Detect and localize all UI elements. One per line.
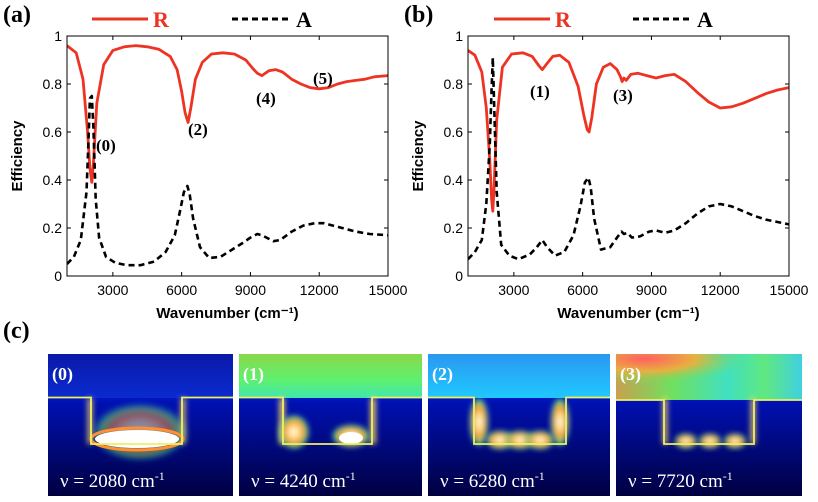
y-tick-label: 0.8 xyxy=(43,76,63,92)
field-map-frequency: ν = 2080 cm-1 xyxy=(60,469,165,492)
x-tick-label: 15000 xyxy=(770,282,809,298)
legend-a-label: A xyxy=(697,7,713,32)
panel-b-label: (b) xyxy=(404,2,433,28)
x-tick-label: 3000 xyxy=(498,282,529,298)
field-map-2: (2) ν = 6280 cm-1 xyxy=(428,354,610,496)
y-tick-label: 1 xyxy=(455,28,463,44)
chart-a: 3000 6000 9000 12000 15000 0 0.2 0.4 0.6 0.8 1 Wave… xyxy=(9,28,408,322)
field-map-frequency: ν = 7720 cm-1 xyxy=(628,469,733,492)
x-tick-label: 15000 xyxy=(369,282,408,298)
annotation-2: (2) xyxy=(188,120,208,139)
legend-a-panel: R A xyxy=(92,7,312,32)
y-tick-label: 1 xyxy=(54,28,62,44)
field-map-3: (3) ν = 7720 cm-1 xyxy=(616,354,802,496)
series-group xyxy=(468,49,789,261)
y-tick-label: 0 xyxy=(455,268,463,284)
field-map-frequency: ν = 6280 cm-1 xyxy=(440,469,545,492)
legend-r-label: R xyxy=(555,7,572,32)
y-tick-label: 0.8 xyxy=(444,76,464,92)
x-tick-label: 9000 xyxy=(636,282,667,298)
x-axis-label: Wavenumber (cm⁻¹) xyxy=(557,305,699,322)
x-tick-label: 6000 xyxy=(567,282,598,298)
x-axis-label: Wavenumber (cm⁻¹) xyxy=(156,305,298,322)
field-map-tag: (0) xyxy=(52,364,73,385)
y-tick-label: 0.4 xyxy=(444,172,464,188)
y-tick-label: 0.6 xyxy=(43,124,63,140)
y-tick-label: 0 xyxy=(54,268,62,284)
panel-a-label: (a) xyxy=(3,2,31,28)
field-map-tag: (1) xyxy=(243,364,264,385)
plot-frame xyxy=(66,35,389,277)
legend-b-panel: R A xyxy=(494,7,713,32)
field-map-tag: (2) xyxy=(432,364,453,385)
chart-b: 3000 6000 9000 12000 15000 0 0.2 0.4 0.6 0.8 1 Wave… xyxy=(410,28,809,322)
y-tick-label: 0.2 xyxy=(43,220,63,236)
plot-frame xyxy=(467,35,790,277)
y-tick-label: 0.6 xyxy=(444,124,464,140)
series-R-line xyxy=(67,44,388,184)
annotation-0: (0) xyxy=(96,136,116,155)
y-axis-label: Efficiency xyxy=(410,120,427,192)
x-tick-label: 3000 xyxy=(97,282,128,298)
field-map-0: (0) ν = 2080 cm-1 xyxy=(48,354,233,496)
x-tick-label: 9000 xyxy=(235,282,266,298)
x-tick-label: 12000 xyxy=(300,282,339,298)
series-group xyxy=(67,44,388,267)
field-map-frequency: ν = 4240 cm-1 xyxy=(251,469,356,492)
annotation-3: (3) xyxy=(613,86,633,105)
annotation-4: (4) xyxy=(256,89,276,108)
legend-a-label: A xyxy=(296,7,312,32)
annotation-5: (5) xyxy=(313,69,333,88)
legend-r-label: R xyxy=(153,7,170,32)
field-map-tag: (3) xyxy=(620,364,641,385)
series-A-line xyxy=(468,56,789,261)
y-tick-label: 0.4 xyxy=(43,172,63,188)
x-tick-label: 12000 xyxy=(701,282,740,298)
series-A-line xyxy=(67,94,388,267)
y-axis-label: Efficiency xyxy=(9,120,26,192)
x-tick-label: 6000 xyxy=(166,282,197,298)
field-map-1: (1) ν = 4240 cm-1 xyxy=(239,354,422,496)
series-R-line xyxy=(468,49,789,213)
annotation-1: (1) xyxy=(530,82,550,101)
panel-c-label: (c) xyxy=(3,318,30,344)
y-tick-label: 0.2 xyxy=(444,220,464,236)
